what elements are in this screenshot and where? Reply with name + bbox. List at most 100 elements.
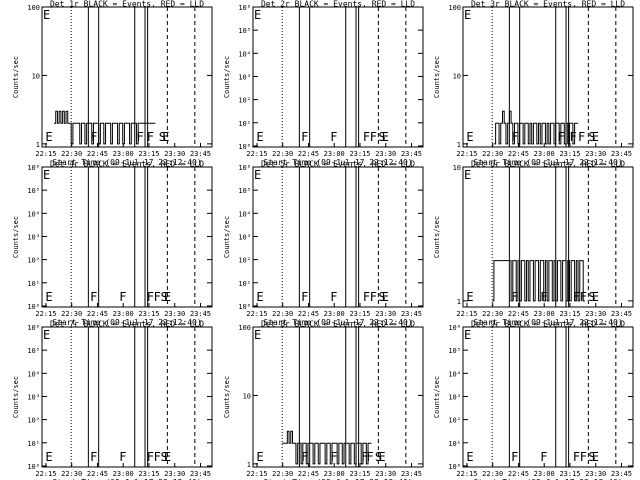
flag-label: S — [588, 130, 595, 144]
y-tick-label: 10⁵ — [27, 187, 40, 195]
y-tick-label: 10⁰ — [27, 303, 40, 311]
plot-frame — [41, 166, 213, 308]
flag-label: F — [363, 290, 370, 304]
y-tick-label: 10⁶ — [27, 324, 40, 332]
y-tick-label: 10² — [238, 97, 251, 105]
flag-label: F — [119, 450, 126, 464]
y-tick-label: 10¹ — [27, 440, 40, 448]
x-tick-label: 23:15 — [559, 310, 580, 318]
x-tick-label: 23:45 — [401, 470, 422, 478]
y-tick-label: 1 — [457, 298, 461, 306]
x-tick-label: 23:15 — [349, 150, 370, 158]
chart-title: Det 7r BLACK = Events, RED = LLD — [50, 320, 204, 329]
y-tick-label: 10¹ — [238, 280, 251, 288]
flag-label-top: E — [43, 8, 50, 22]
y-tick-label: 10⁶ — [238, 164, 251, 172]
x-tick-label: 22:15 — [456, 310, 477, 318]
chart-panel-1: Det 1r BLACK = Events, RED = LLD 1 10 100 22… — [12, 0, 213, 167]
chart-panel-2: Det 2r BLACK = Events, RED = LLD 10⁰ 10¹ 10… — [223, 0, 424, 167]
chart-title: Det 5r BLACK = Events, RED = LLD — [261, 160, 415, 169]
y-tick-label: 10³ — [238, 233, 251, 241]
flag-label: F — [366, 450, 373, 464]
x-tick-label: 22:45 — [298, 150, 319, 158]
x-tick-label: 22:15 — [35, 470, 56, 478]
x-tick-label: 23:00 — [113, 150, 134, 158]
x-tick-label: 23:30 — [585, 150, 606, 158]
x-tick-label: 23:00 — [324, 310, 345, 318]
x-tick-label: 22:45 — [508, 150, 529, 158]
x-tick-label: 23:00 — [534, 150, 555, 158]
y-tick-label: 10² — [448, 417, 461, 425]
flag-label: F — [147, 450, 154, 464]
x-tick-label: 23:30 — [164, 310, 185, 318]
y-tick-label: 10 — [243, 392, 251, 400]
flag-label: F — [330, 290, 337, 304]
flag-label: F — [154, 290, 161, 304]
y-axis-label: Counts/sec — [12, 56, 20, 98]
x-tick-label: 23:30 — [375, 150, 396, 158]
y-tick-label: 10⁴ — [238, 210, 251, 218]
flag-label: E — [466, 450, 473, 464]
x-tick-label: 23:30 — [375, 310, 396, 318]
x-tick-label: 22:15 — [35, 150, 56, 158]
x-tick-label: 23:30 — [375, 470, 396, 478]
x-tick-label: 23:45 — [401, 150, 422, 158]
flag-label: E — [592, 130, 599, 144]
chart-panel-7: Det 7r BLACK = Events, RED = LLD 10⁰ 10¹ 10… — [12, 320, 213, 480]
x-tick-label: 23:45 — [611, 150, 632, 158]
y-axis-label: Counts/sec — [223, 56, 231, 98]
chart-title: Det 6r BLACK = Events, RED = LLD — [471, 160, 625, 169]
x-tick-label: 23:00 — [534, 470, 555, 478]
x-tick-label: 23:00 — [113, 470, 134, 478]
flag-label: E — [45, 130, 52, 144]
flag-label-top: E — [43, 328, 50, 342]
y-tick-label: 10⁶ — [238, 4, 251, 12]
y-tick-label: 10² — [27, 257, 40, 265]
chart-panel-3: Det 3r BLACK = Events, RED = LLD 1 10 100 22… — [433, 0, 634, 167]
flag-label-top: E — [464, 328, 471, 342]
y-tick-label: 10¹ — [238, 120, 251, 128]
flag-label: E — [382, 130, 389, 144]
x-axis-label: Start Time (09-Jul-17 22:12:40) — [473, 158, 622, 167]
flag-label: F — [511, 290, 518, 304]
x-tick-label: 22:30 — [61, 150, 82, 158]
x-tick-label: 22:45 — [508, 310, 529, 318]
flag-label: F — [511, 450, 518, 464]
y-tick-label: 10¹ — [448, 440, 461, 448]
plot-frame — [41, 326, 213, 468]
y-tick-label: 100 — [27, 4, 40, 12]
plot-frame — [252, 166, 424, 308]
x-tick-label: 23:15 — [138, 150, 159, 158]
y-tick-label: 10³ — [238, 73, 251, 81]
chart-panel-4: Det 4r BLACK = Events, RED = LLD 10⁰ 10¹ 10… — [12, 160, 213, 327]
flag-label: E — [45, 450, 52, 464]
y-tick-label: 10⁵ — [448, 347, 461, 355]
y-tick-label: 10⁴ — [448, 370, 461, 378]
y-tick-label: 10² — [27, 417, 40, 425]
flag-label: F — [370, 130, 377, 144]
x-tick-label: 22:30 — [272, 310, 293, 318]
flag-label: S — [375, 450, 382, 464]
flag-label-top: E — [254, 168, 261, 182]
y-tick-label: 1 — [247, 461, 251, 469]
y-axis-label: Counts/sec — [223, 216, 231, 258]
flag-label: F — [580, 450, 587, 464]
flag-label: F — [573, 450, 580, 464]
flag-label: F — [301, 450, 308, 464]
chart-panel-5: Det 5r BLACK = Events, RED = LLD 10⁰ 10¹ 10… — [223, 160, 424, 327]
y-tick-label: 10⁴ — [27, 210, 40, 218]
chart-panel-9: Det 9r BLACK = Events, RED = LLD 10⁰ 10¹ 10… — [433, 320, 634, 480]
flag-label: S — [160, 290, 167, 304]
x-tick-label: 23:15 — [138, 310, 159, 318]
flag-label: S — [378, 130, 385, 144]
y-axis-label: Counts/sec — [12, 376, 20, 418]
x-axis-label: Start Time (09-Jul-17 22:12:40) — [52, 478, 201, 480]
y-tick-label: 10⁴ — [27, 370, 40, 378]
y-tick-label: 10³ — [448, 393, 461, 401]
x-tick-label: 22:45 — [298, 470, 319, 478]
flag-label: S — [588, 290, 595, 304]
flag-label: F — [119, 290, 126, 304]
y-tick-label: 1 — [36, 141, 40, 149]
flag-label: F — [90, 450, 97, 464]
